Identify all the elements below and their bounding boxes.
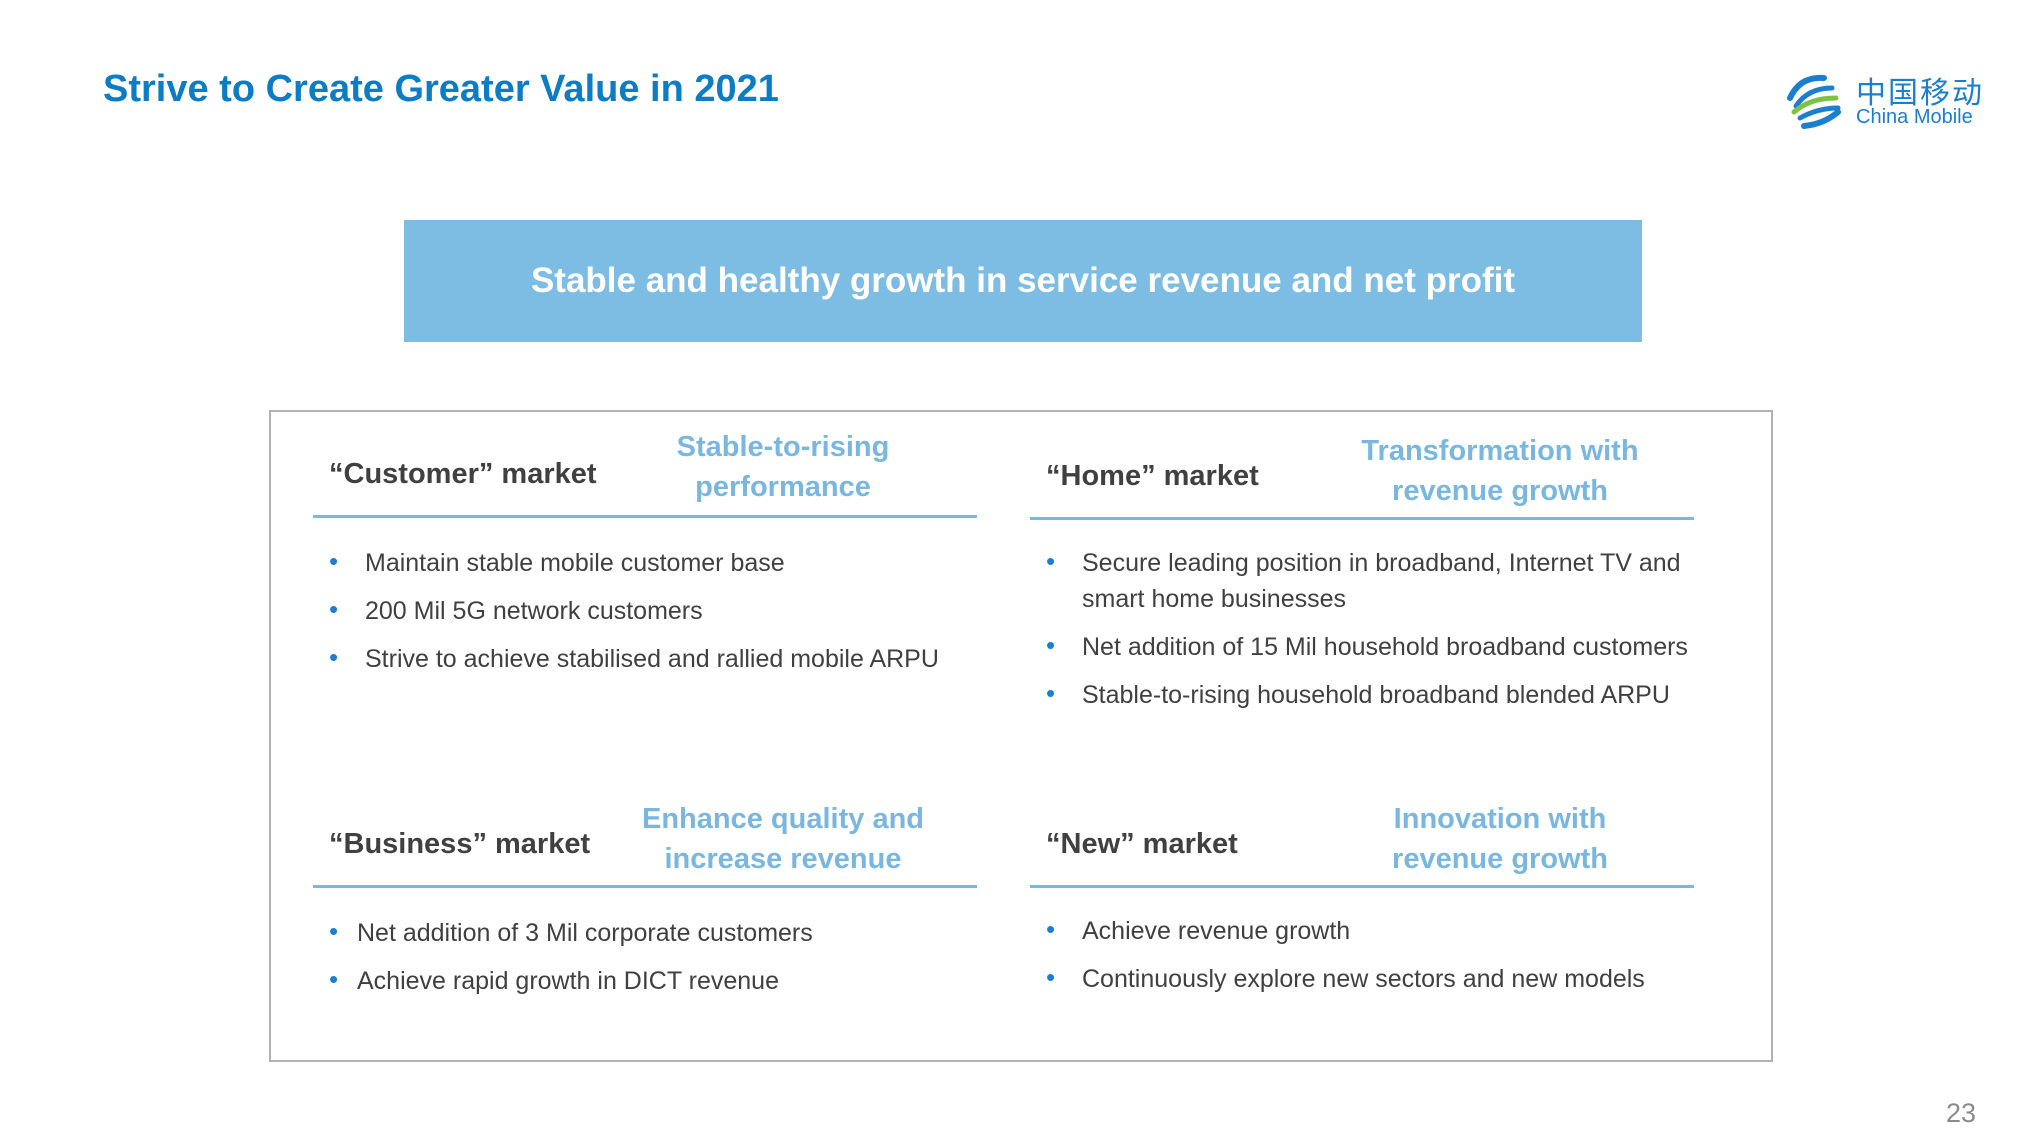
china-mobile-logo: 中国移动 China Mobile — [1780, 66, 2000, 136]
list-item: Stable-to-rising household broadband ble… — [1046, 675, 1706, 713]
market-tagline: Innovation with revenue growth — [1392, 803, 1608, 875]
bullet-list: Maintain stable mobile customer base 200… — [329, 543, 989, 689]
list-item: 200 Mil 5G network customers — [329, 591, 989, 629]
list-item: Net addition of 15 Mil household broadba… — [1046, 627, 1706, 665]
headline-banner: Stable and healthy growth in service rev… — [404, 220, 1642, 342]
customer-market-section: “Customer” market Stable-to-rising perfo… — [313, 415, 977, 675]
section-header: “Customer” market Stable-to-rising perfo… — [313, 415, 977, 518]
bullet-list: Achieve revenue growth Continuously expl… — [1046, 911, 1706, 1009]
list-item: Net addition of 3 Mil corporate customer… — [329, 913, 989, 951]
market-tagline: Enhance quality and increase revenue — [642, 803, 924, 875]
logo-english-text: China Mobile — [1856, 106, 1973, 128]
home-market-section: “Home” market Transformation with revenu… — [1030, 417, 1694, 711]
page-title: Strive to Create Greater Value in 2021 — [103, 68, 779, 110]
market-tagline: Transformation with revenue growth — [1361, 435, 1639, 507]
list-item: Strive to achieve stabilised and rallied… — [329, 639, 989, 677]
list-item: Continuously explore new sectors and new… — [1046, 959, 1706, 997]
market-name: “Customer” market — [329, 458, 597, 490]
markets-panel — [269, 410, 1773, 1062]
list-item: Achieve revenue growth — [1046, 911, 1706, 949]
new-market-section: “New” market Innovation with revenue gro… — [1030, 785, 1694, 995]
market-name: “Business” market — [329, 828, 591, 860]
market-tagline: Stable-to-rising performance — [676, 431, 890, 503]
bullet-list: Net addition of 3 Mil corporate customer… — [329, 913, 989, 1011]
list-item: Secure leading position in broadband, In… — [1046, 543, 1706, 617]
bullet-list: Secure leading position in broadband, In… — [1046, 543, 1706, 725]
china-mobile-logo-icon — [1787, 74, 1841, 129]
market-name: “Home” market — [1046, 460, 1259, 492]
business-market-section: “Business” market Enhance quality and in… — [313, 785, 977, 997]
market-name: “New” market — [1046, 828, 1238, 860]
section-header: “Home” market Transformation with revenu… — [1030, 417, 1694, 520]
section-header: “New” market Innovation with revenue gro… — [1030, 785, 1694, 888]
logo-chinese-text: 中国移动 — [1856, 77, 1984, 110]
section-header: “Business” market Enhance quality and in… — [313, 785, 977, 888]
page-number: 23 — [1946, 1098, 1977, 1128]
list-item: Maintain stable mobile customer base — [329, 543, 989, 581]
list-item: Achieve rapid growth in DICT revenue — [329, 961, 989, 999]
